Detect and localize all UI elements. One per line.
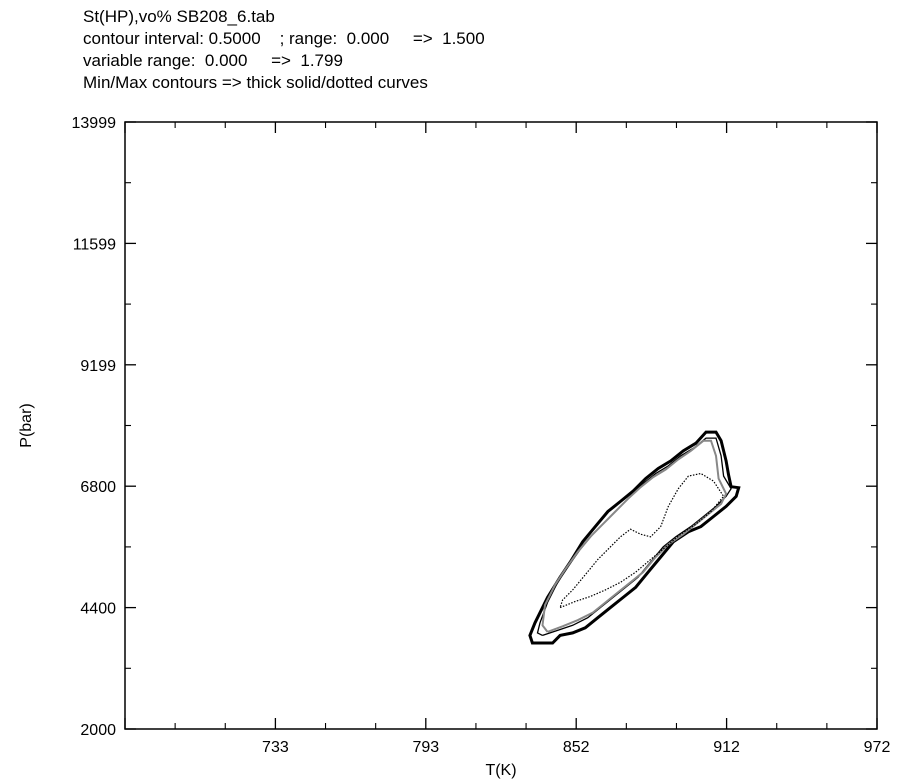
contour-line-level-1 [541, 439, 728, 633]
y-tick-label: 6800 [80, 479, 116, 496]
variable-range-line: variable range: 0.000 => 1.799 [83, 51, 343, 70]
y-tick-label: 13999 [72, 115, 117, 132]
y-tick-label: 4400 [80, 601, 116, 618]
chart-title: St(HP),vo% SB208_6.tab [83, 7, 275, 26]
contour-layer [528, 430, 741, 645]
y-tick-label: 11599 [73, 236, 116, 253]
y-axis-title: P(bar) [18, 403, 35, 447]
label-layer: 733 793 852 912 972 2000 4400 6800 9199 11599 1399… [18, 115, 890, 779]
plot-frame-layer [124, 121, 878, 730]
contour-legend-note: Min/Max contours => thick solid/dotted c… [83, 73, 428, 92]
plot-frame [124, 121, 878, 730]
chart-header: St(HP),vo% SB208_6.tab contour interval:… [83, 6, 485, 94]
y-tick-label: 2000 [80, 722, 116, 739]
contour-line-level-0 [528, 430, 741, 645]
contour-line-level-0-5 [536, 437, 732, 637]
x-tick-label: 972 [864, 739, 891, 756]
contour-line-level-1-5 [559, 472, 725, 609]
x-tick-label: 793 [412, 739, 439, 756]
x-tick-label: 733 [262, 739, 289, 756]
x-tick-label: 912 [713, 739, 740, 756]
x-axis-title: T(K) [485, 762, 516, 779]
y-tick-label: 9199 [80, 358, 116, 375]
contour-interval-line: contour interval: 0.5000 ; range: 0.000 … [83, 29, 485, 48]
x-tick-label: 852 [563, 739, 590, 756]
tick-layer [124, 121, 878, 730]
